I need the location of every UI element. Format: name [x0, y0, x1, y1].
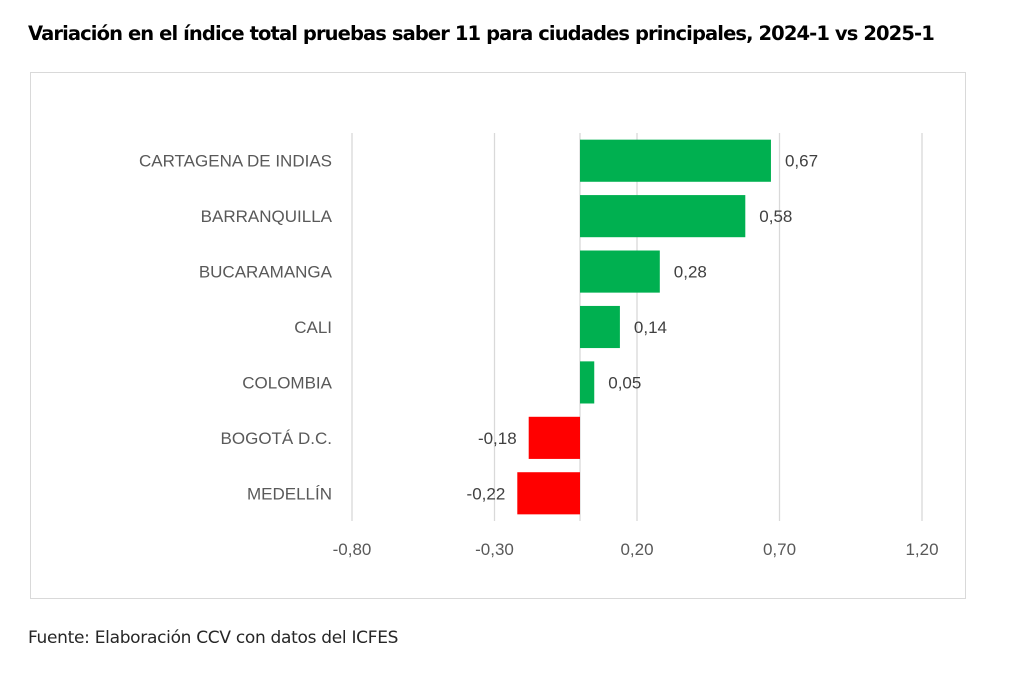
- category-label: MEDELLÍN: [247, 484, 332, 503]
- category-label: CALI: [294, 318, 332, 337]
- category-label: BARRANQUILLA: [201, 207, 333, 226]
- bar-barranquilla: [580, 195, 746, 238]
- x-tick-label: 0,70: [763, 540, 796, 559]
- bar-cali: [580, 305, 620, 349]
- data-label: 0,58: [759, 207, 792, 226]
- labels: -0,80 -0,30 0,20 0,70 1,20 CARTAGENA DE INDIA…: [139, 152, 939, 559]
- data-label: -0,18: [478, 429, 517, 448]
- data-label: 0,67: [785, 152, 818, 171]
- x-tick-label: -0,80: [333, 540, 372, 559]
- category-label: BUCARAMANGA: [199, 263, 333, 282]
- source-note: Fuente: Elaboración CCV con datos del IC…: [28, 628, 399, 648]
- bars: [517, 139, 771, 515]
- data-label: 0,28: [674, 263, 707, 282]
- bar-bogot-d-c-: [528, 416, 580, 459]
- chart-frame: [30, 72, 966, 599]
- data-label: 0,14: [634, 318, 667, 337]
- data-label: 0,05: [608, 373, 641, 392]
- bar-medell-n: [517, 472, 580, 515]
- category-label: COLOMBIA: [242, 373, 332, 392]
- x-tick-label: 0,20: [620, 540, 653, 559]
- x-tick-label: 1,20: [905, 540, 938, 559]
- bar-bucaramanga: [580, 250, 660, 293]
- x-tick-label: -0,30: [475, 540, 514, 559]
- category-label: BOGOTÁ D.C.: [221, 429, 332, 448]
- bar-colombia: [580, 361, 595, 404]
- bar-cartagena-de-indias: [580, 139, 771, 182]
- category-label: CARTAGENA DE INDIAS: [139, 152, 332, 171]
- chart-title: Variación en el índice total pruebas sab…: [28, 22, 935, 45]
- data-label: -0,22: [467, 484, 506, 503]
